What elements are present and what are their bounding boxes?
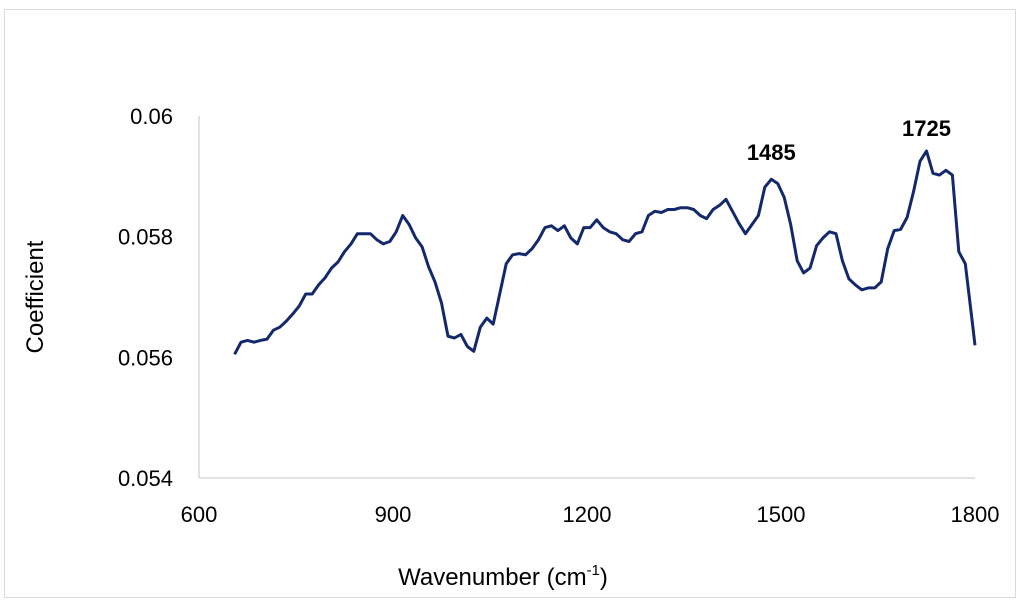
x-axis-title-superscript: -1 (587, 562, 600, 579)
x-tick-label: 1500 (757, 502, 806, 527)
y-tick-label: 0.06 (130, 104, 173, 129)
chart-frame (4, 9, 1016, 598)
peak-annotation: 1485 (747, 140, 796, 165)
x-tick-label: 900 (375, 502, 412, 527)
y-tick-label: 0.056 (118, 345, 173, 370)
x-tick-label: 1200 (563, 502, 612, 527)
x-axis-title: Wavenumber (cm-1) (398, 562, 608, 591)
y-tick-label: 0.054 (118, 466, 173, 491)
x-tick-label: 600 (181, 502, 218, 527)
x-axis-title-suffix: ) (600, 564, 608, 591)
x-tick-label: 1800 (951, 502, 1000, 527)
y-axis-title: Coefficient (22, 240, 49, 353)
y-tick-labels: 0.054 0.056 0.058 0.06 (118, 104, 173, 491)
y-tick-label: 0.058 (118, 225, 173, 250)
peak-annotation: 1725 (902, 116, 951, 141)
series-line (233, 149, 977, 356)
annotations: 1485 1725 (747, 116, 951, 165)
axes (198, 116, 975, 479)
x-axis-title-main: Wavenumber (cm (398, 564, 586, 591)
x-tick-labels: 600 900 1200 1500 1800 (181, 502, 1000, 527)
